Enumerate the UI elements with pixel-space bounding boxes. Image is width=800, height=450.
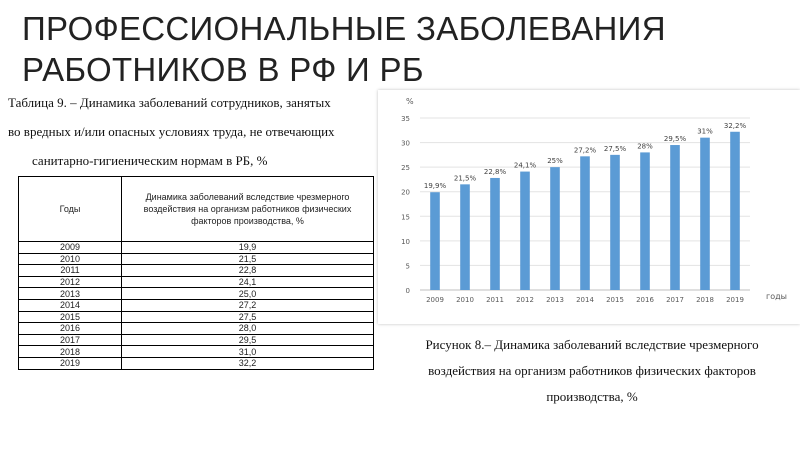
data-label: 22,8% xyxy=(484,168,507,176)
x-tick-label: 2015 xyxy=(606,296,624,304)
table-header-row: Годы Динамика заболеваний вследствие чре… xyxy=(18,176,374,242)
data-label: 24,1% xyxy=(514,162,537,170)
table-row: 2016 28,0 xyxy=(18,322,374,335)
data-label: 25% xyxy=(547,157,563,165)
data-label: 19,9% xyxy=(424,182,447,190)
table-cell-value: 22,8 xyxy=(121,264,374,277)
x-tick-label: 2012 xyxy=(516,296,534,304)
x-tick-label: 2016 xyxy=(636,296,654,304)
figure-caption-line-3: производства, % xyxy=(546,389,638,404)
table-cell-year: 2016 xyxy=(18,322,122,335)
y-tick-label: 35 xyxy=(401,115,410,123)
y-tick-label: 25 xyxy=(401,164,410,172)
table-row: 2019 32,2 xyxy=(18,356,374,370)
data-label: 31% xyxy=(697,128,713,136)
table-cell-year: 2012 xyxy=(18,275,122,289)
table-row: 2012 24,1 xyxy=(18,275,374,289)
x-axis-label: годы xyxy=(766,292,787,301)
table-cell-value: 29,5 xyxy=(121,333,374,347)
bar xyxy=(520,171,530,290)
slide-title-line-2: РАБОТНИКОВ В РФ И РБ xyxy=(22,51,424,88)
table-cell-year: 2017 xyxy=(18,333,122,347)
table-row: 2018 31,0 xyxy=(18,345,374,358)
table-header-year: Годы xyxy=(18,176,122,242)
x-tick-label: 2019 xyxy=(726,296,744,304)
table-cell-value: 24,1 xyxy=(121,275,374,289)
bar xyxy=(610,154,620,290)
figure-caption-line-1: Рисунок 8.– Динамика заболеваний вследст… xyxy=(425,337,759,352)
table-caption-line-3: санитарно-гигиеническим нормам в РБ, % xyxy=(32,153,268,168)
table-row: 2015 27,5 xyxy=(18,310,374,324)
y-tick-label: 30 xyxy=(401,140,410,148)
table-cell-year: 2015 xyxy=(18,310,122,324)
table-row: 2011 22,8 xyxy=(18,264,374,277)
table-row: 2009 19,9 xyxy=(18,241,374,254)
data-label: 28% xyxy=(637,142,653,150)
x-tick-label: 2018 xyxy=(696,296,714,304)
table-row: 2014 27,2 xyxy=(18,298,374,312)
bar xyxy=(730,131,740,290)
bar xyxy=(640,152,650,290)
table-cell-year: 2019 xyxy=(18,356,122,370)
figure-caption: Рисунок 8.– Динамика заболеваний вследст… xyxy=(392,336,792,414)
slide-title-line-1: ПРОФЕССИОНАЛЬНЫЕ ЗАБОЛЕВАНИЯ xyxy=(22,10,666,47)
y-tick-label: 5 xyxy=(406,262,410,270)
data-label: 27,5% xyxy=(604,145,627,153)
table-row: 2010 21,5 xyxy=(18,252,374,266)
figure-caption-line-2: воздействия на организм работников физич… xyxy=(428,363,756,378)
x-tick-label: 2017 xyxy=(666,296,684,304)
data-label: 21,5% xyxy=(454,174,477,182)
table-body: 2009 19,9 2010 21,5 2011 22,8 2012 24,1 2013 25,0… xyxy=(18,241,374,370)
x-tick-label: 2014 xyxy=(576,296,594,304)
slide-title: ПРОФЕССИОНАЛЬНЫЕ ЗАБОЛЕВАНИЯ РАБОТНИКОВ … xyxy=(22,8,782,90)
data-table: Годы Динамика заболеваний вследствие чре… xyxy=(18,176,374,370)
table-row: 2017 29,5 xyxy=(18,333,374,347)
table-cell-value: 27,5 xyxy=(121,310,374,324)
y-tick-label: 20 xyxy=(401,189,410,197)
table-caption-line-2: во вредных и/или опасных условиях труда,… xyxy=(8,124,335,139)
bar xyxy=(430,192,440,290)
table-cell-year: 2010 xyxy=(18,252,122,266)
bar xyxy=(700,137,710,290)
y-tick-label: 10 xyxy=(401,238,410,246)
table-caption: Таблица 9. – Динамика заболеваний сотруд… xyxy=(0,96,378,183)
table-cell-year: 2013 xyxy=(18,287,122,300)
table-header-value: Динамика заболеваний вследствие чрезмерн… xyxy=(121,176,374,242)
x-tick-label: 2009 xyxy=(426,296,444,304)
data-label: 27,2% xyxy=(574,146,597,154)
bar-chart: 0 5 10 15 20 25 30 35% 19,9% 2009 21,5% 2010 22,8% 20… xyxy=(401,97,787,304)
x-tick-label: 2010 xyxy=(456,296,474,304)
bar xyxy=(550,167,560,290)
bar xyxy=(460,184,470,290)
table-cell-year: 2014 xyxy=(18,298,122,312)
chart-panel: 0 5 10 15 20 25 30 35% 19,9% 2009 21,5% 2010 22,8% 20… xyxy=(378,90,800,324)
table-cell-year: 2009 xyxy=(18,241,122,254)
y-tick-label: 15 xyxy=(401,213,410,221)
y-axis-label: % xyxy=(406,97,414,106)
table-cell-value: 25,0 xyxy=(121,287,374,300)
x-tick-label: 2011 xyxy=(486,296,504,304)
bar xyxy=(670,145,680,290)
table-row: 2013 25,0 xyxy=(18,287,374,300)
table-cell-value: 32,2 xyxy=(121,356,374,370)
table-cell-year: 2018 xyxy=(18,345,122,358)
data-label: 29,5% xyxy=(664,135,687,143)
bar xyxy=(490,177,500,290)
table-cell-value: 21,5 xyxy=(121,252,374,266)
table-cell-value: 31,0 xyxy=(121,345,374,358)
data-label: 32,2% xyxy=(724,122,747,130)
table-cell-year: 2011 xyxy=(18,264,122,277)
table-cell-value: 27,2 xyxy=(121,298,374,312)
table-cell-value: 28,0 xyxy=(121,322,374,335)
y-tick-label: 0 xyxy=(406,287,410,295)
table-cell-value: 19,9 xyxy=(121,241,374,254)
table-caption-line-1: Таблица 9. – Динамика заболеваний сотруд… xyxy=(8,96,331,110)
bar xyxy=(580,156,590,290)
x-tick-label: 2013 xyxy=(546,296,564,304)
